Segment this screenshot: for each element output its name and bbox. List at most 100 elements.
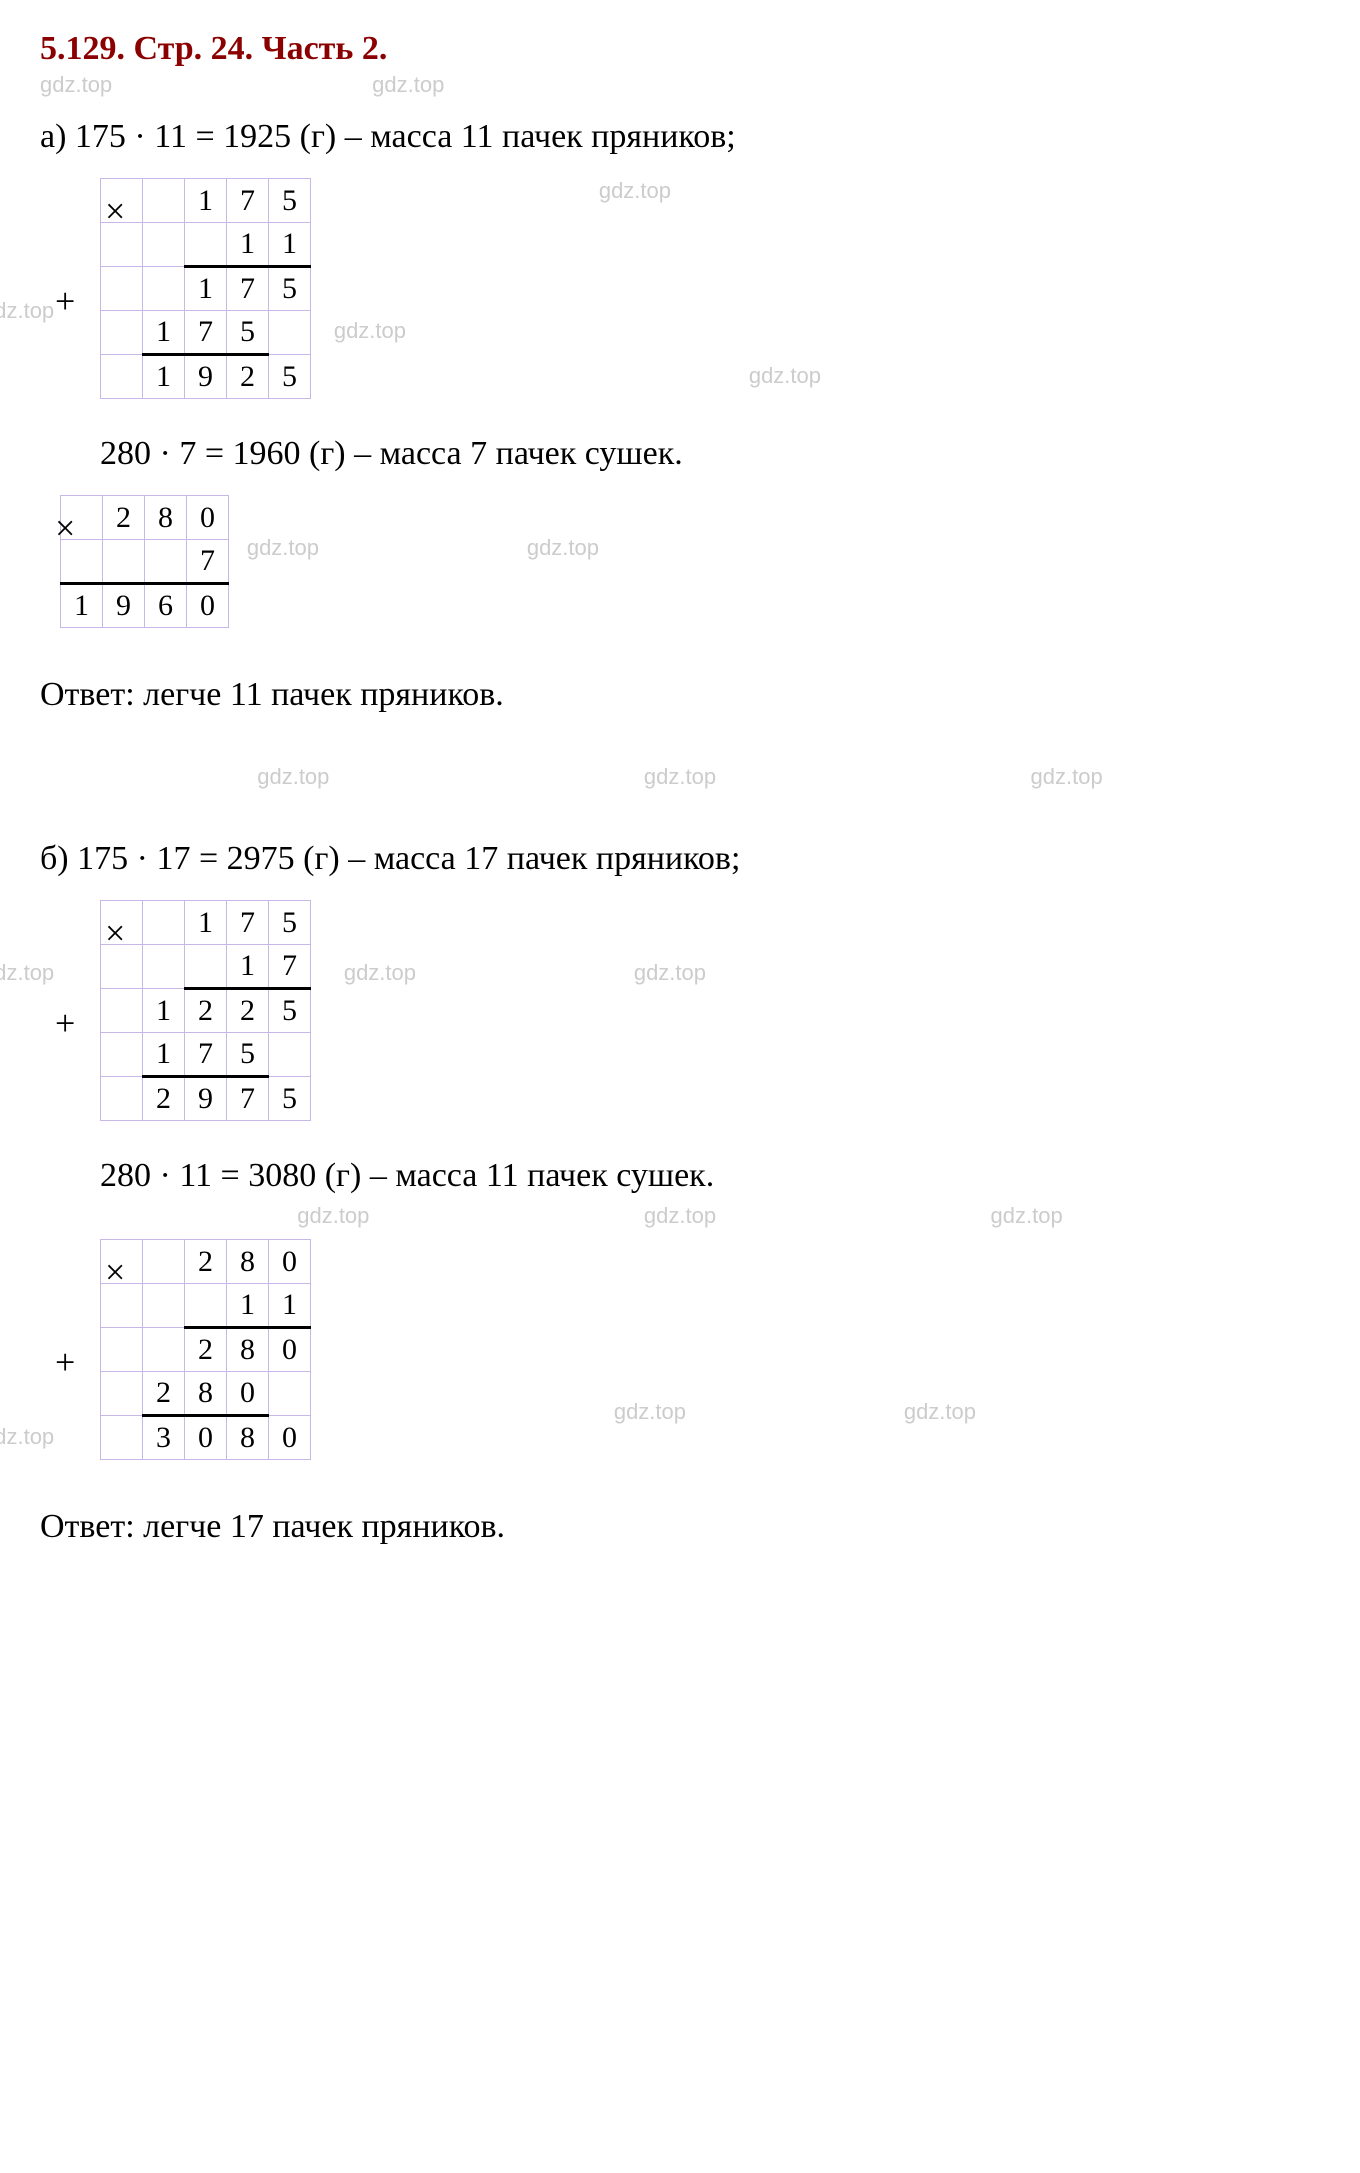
cell: 0 [269, 1240, 311, 1284]
cell [269, 1372, 311, 1416]
watermark-row: gdz.top gdz.top gdz.top [40, 1203, 1320, 1229]
cell: 7 [185, 1033, 227, 1077]
watermark: gdz.top [344, 960, 416, 986]
cell [143, 1240, 185, 1284]
watermark: gdz.top [749, 363, 821, 389]
cell: 1 [185, 267, 227, 311]
cell: 0 [269, 1416, 311, 1460]
cell: 0 [187, 584, 229, 628]
watermark: gdz.top [297, 1203, 369, 1229]
cell: 5 [269, 989, 311, 1033]
cell: 7 [227, 1077, 269, 1121]
plus-sign: + [55, 1002, 75, 1044]
watermark: gdz.top [0, 960, 54, 986]
cell: 2 [227, 989, 269, 1033]
cell: 3 [143, 1416, 185, 1460]
line-b2-wrapper: 280 · 11 = 3080 (г) – масса 11 пачек суш… [40, 1157, 1320, 1229]
watermark: gdz.top [644, 1203, 716, 1229]
calc-b1: 1 7 5 1 7 1 2 2 5 1 7 5 2 9 [100, 900, 311, 1121]
calc-row: 1 1 [101, 1284, 311, 1328]
cell: 5 [269, 355, 311, 399]
cell: 2 [143, 1372, 185, 1416]
cell [101, 1416, 143, 1460]
mult-sign: × [105, 1251, 125, 1293]
calc-a1: 1 7 5 1 1 1 7 5 1 7 5 1 9 [100, 178, 311, 399]
cell: 1 [143, 989, 185, 1033]
calc-row: 1 7 5 [101, 311, 311, 355]
cell [101, 989, 143, 1033]
answer-a: Ответ: легче 11 пачек пряников. [40, 676, 1320, 714]
watermark: gdz.top [247, 535, 319, 561]
cell [143, 945, 185, 989]
cell: 1 [185, 179, 227, 223]
cell: 0 [185, 1416, 227, 1460]
calc-row: 1 7 5 [101, 267, 311, 311]
cell: 5 [227, 1033, 269, 1077]
calc-row: 1 7 5 [101, 179, 311, 223]
calc-b1-wrapper: × + gdz.top gdz.top gdz.top 1 7 5 1 7 1 … [40, 890, 311, 1141]
cell [185, 945, 227, 989]
cell: 7 [227, 179, 269, 223]
cell: 1 [185, 901, 227, 945]
cell [269, 1033, 311, 1077]
cell: 8 [227, 1416, 269, 1460]
cell [101, 1372, 143, 1416]
cell: 0 [227, 1372, 269, 1416]
calc-row: 2 8 0 [101, 1240, 311, 1284]
plus-sign: + [55, 1341, 75, 1383]
cell: 2 [227, 355, 269, 399]
cell: 9 [185, 355, 227, 399]
cell [101, 267, 143, 311]
cell [269, 311, 311, 355]
calc-row: 1 1 [101, 223, 311, 267]
calc-b2-wrapper: × + gdz.top gdz.top gdz.top 2 8 0 1 1 2 … [40, 1229, 311, 1480]
cell: 5 [269, 267, 311, 311]
header: 5.129. Стр. 24. Часть 2. gdz.top gdz.top [40, 30, 1320, 98]
cell: 7 [227, 901, 269, 945]
calc-row: 2 9 7 5 [101, 1077, 311, 1121]
part-a-line2: 280 · 7 = 1960 (г) – масса 7 пачек сушек… [40, 435, 1320, 473]
watermark-row-header: gdz.top gdz.top [40, 72, 1320, 98]
watermark: gdz.top [991, 1203, 1063, 1229]
calc-row: 3 0 8 0 [101, 1416, 311, 1460]
cell [143, 901, 185, 945]
header-title: 5.129. Стр. 24. Часть 2. [40, 30, 387, 67]
cell: 1 [269, 223, 311, 267]
calc-row: 2 8 0 [61, 496, 229, 540]
cell [101, 355, 143, 399]
cell [143, 267, 185, 311]
cell: 9 [103, 584, 145, 628]
mult-sign: × [55, 507, 75, 549]
watermark: gdz.top [0, 298, 54, 324]
answer-b: Ответ: легче 17 пачек пряников. [40, 1508, 1320, 1546]
calc-a2-wrapper: × gdz.top gdz.top 2 8 0 7 1 9 6 0 [40, 485, 229, 648]
cell: 2 [143, 1077, 185, 1121]
cell: 8 [185, 1372, 227, 1416]
watermark: gdz.top [614, 1399, 686, 1425]
watermark: gdz.top [0, 1424, 54, 1450]
watermark: gdz.top [527, 535, 599, 561]
cell: 1 [143, 355, 185, 399]
cell: 1 [269, 1284, 311, 1328]
watermark: gdz.top [257, 764, 329, 790]
cell: 1 [227, 1284, 269, 1328]
part-a-line1: а) 175 · 11 = 1925 (г) – масса 11 пачек … [40, 118, 1320, 156]
cell: 2 [185, 1328, 227, 1372]
calc-row: 1 7 5 [101, 901, 311, 945]
calc-row: 1 9 6 0 [61, 584, 229, 628]
cell [101, 311, 143, 355]
mult-sign: × [105, 190, 125, 232]
cell [101, 1328, 143, 1372]
calc-a1-wrapper: × + gdz.top gdz.top gdz.top gdz.top 1 7 … [40, 168, 311, 419]
cell: 0 [269, 1328, 311, 1372]
watermark: gdz.top [1031, 764, 1103, 790]
cell [185, 1284, 227, 1328]
cell: 1 [61, 584, 103, 628]
cell: 5 [269, 179, 311, 223]
calc-row: 2 8 0 [101, 1372, 311, 1416]
watermark: gdz.top [904, 1399, 976, 1425]
calc-row: 1 2 2 5 [101, 989, 311, 1033]
calc-row: 1 9 2 5 [101, 355, 311, 399]
cell: 6 [145, 584, 187, 628]
watermark-row: gdz.top gdz.top gdz.top [40, 744, 1320, 810]
